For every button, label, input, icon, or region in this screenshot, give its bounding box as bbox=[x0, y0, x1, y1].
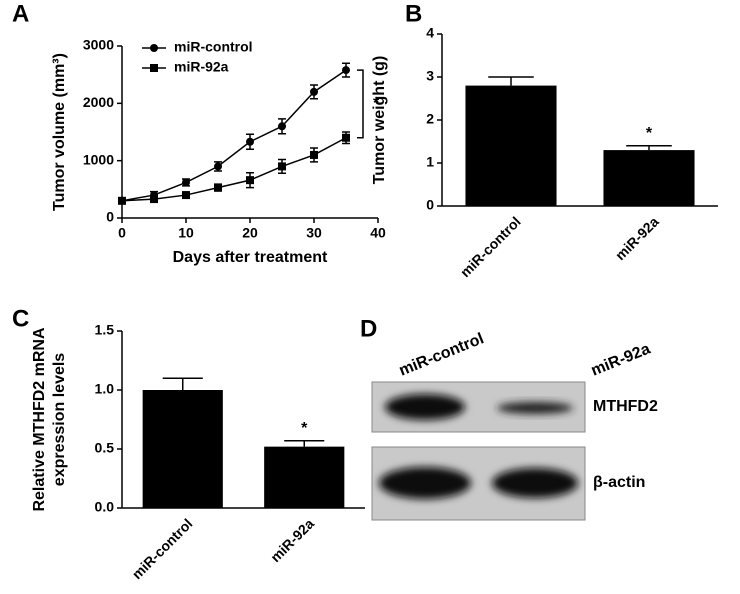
y-axis-label: expression levels bbox=[51, 353, 68, 487]
x-axis-label: Days after treatment bbox=[173, 249, 328, 266]
band bbox=[497, 402, 573, 414]
band bbox=[492, 468, 578, 498]
row-label: β-actin bbox=[593, 474, 645, 491]
x-tick-label: miR-92a bbox=[267, 515, 317, 565]
x-tick-label: miR-control bbox=[129, 515, 196, 582]
marker bbox=[182, 178, 190, 187]
panel-label: D bbox=[360, 315, 377, 342]
bar bbox=[142, 390, 223, 508]
x-tick-label: 20 bbox=[242, 225, 258, 241]
marker bbox=[246, 176, 254, 185]
marker bbox=[182, 191, 190, 200]
y-tick-label: 4 bbox=[426, 25, 434, 41]
annotation: * bbox=[301, 420, 308, 437]
marker bbox=[118, 196, 126, 205]
legend-label: miR-control bbox=[174, 39, 253, 55]
panel-label: B bbox=[405, 0, 422, 27]
x-tick-label: 0 bbox=[118, 225, 126, 241]
line bbox=[121, 69, 347, 202]
y-tick-label: 0.5 bbox=[95, 440, 115, 456]
lane-label: miR-control bbox=[397, 330, 487, 379]
y-tick-label: 2000 bbox=[83, 94, 114, 110]
band bbox=[379, 467, 471, 499]
error-bar bbox=[162, 377, 203, 390]
band bbox=[385, 394, 465, 420]
line bbox=[121, 137, 347, 202]
x-tick-label: 40 bbox=[370, 225, 386, 241]
y-tick-label: 0 bbox=[426, 197, 434, 213]
marker bbox=[342, 66, 350, 75]
y-tick-label: 1.0 bbox=[95, 381, 115, 397]
marker bbox=[278, 162, 286, 171]
marker bbox=[278, 122, 286, 131]
annotation: * bbox=[373, 95, 380, 112]
x-tick-label: miR-92a bbox=[612, 213, 662, 263]
y-tick-label: 0.0 bbox=[95, 499, 115, 515]
annotation: * bbox=[646, 125, 653, 142]
row-label: MTHFD2 bbox=[593, 398, 658, 415]
marker bbox=[214, 162, 222, 171]
x-tick-label: 30 bbox=[306, 225, 322, 241]
bar bbox=[603, 150, 695, 206]
error-bar bbox=[626, 145, 672, 151]
y-axis-label: Relative MTHFD2 mRNA bbox=[31, 327, 48, 511]
y-tick-label: 2 bbox=[426, 111, 434, 127]
marker bbox=[310, 150, 318, 159]
y-tick-label: 1 bbox=[426, 154, 434, 170]
marker bbox=[310, 87, 318, 96]
marker bbox=[246, 137, 254, 146]
legend-marker bbox=[150, 64, 158, 72]
marker bbox=[342, 133, 350, 142]
error-bar bbox=[284, 439, 325, 447]
bar bbox=[264, 446, 345, 508]
legend-marker bbox=[150, 44, 158, 52]
y-tick-label: 0 bbox=[106, 209, 114, 225]
lane-label: miR-92a bbox=[589, 341, 653, 380]
y-tick-label: 1.5 bbox=[95, 322, 115, 338]
error-bar bbox=[488, 76, 534, 86]
y-axis-label: Tumor volume (mm³) bbox=[51, 53, 68, 211]
y-tick-label: 3 bbox=[426, 68, 434, 84]
panel-label: A bbox=[12, 0, 29, 27]
legend-label: miR-92a bbox=[174, 59, 229, 75]
x-tick-label: 10 bbox=[178, 225, 194, 241]
x-tick-label: miR-control bbox=[457, 213, 524, 280]
panel-label: C bbox=[12, 305, 29, 332]
marker bbox=[214, 183, 222, 192]
y-axis-label: Tumor weight (g) bbox=[371, 56, 388, 185]
bar bbox=[465, 85, 557, 206]
y-tick-label: 3000 bbox=[83, 37, 114, 53]
y-tick-label: 1000 bbox=[83, 151, 114, 167]
marker bbox=[150, 195, 158, 204]
bracket bbox=[357, 69, 364, 139]
